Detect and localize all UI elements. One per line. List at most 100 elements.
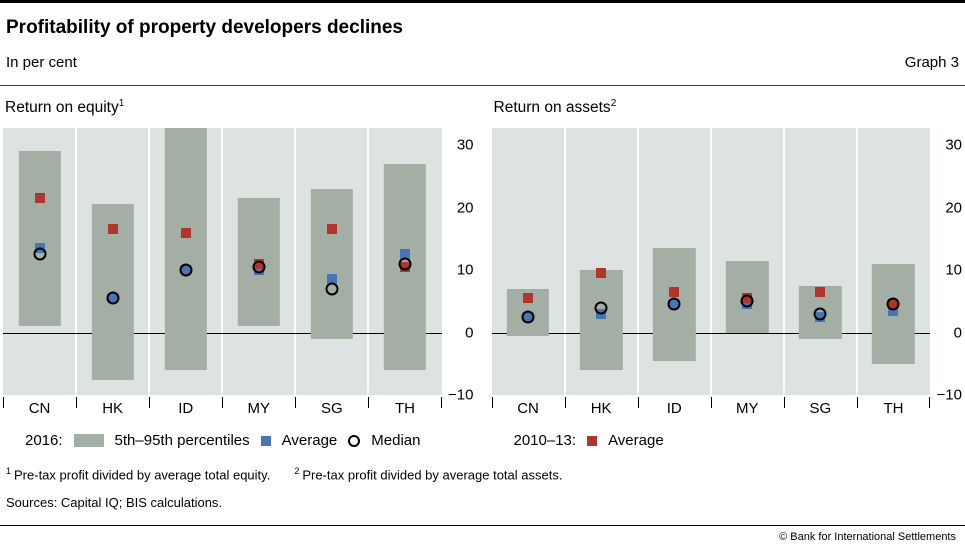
percentile-bar	[579, 270, 623, 371]
median-marker	[33, 247, 47, 261]
x-tick	[368, 397, 370, 409]
legend-2016-label: 2016:	[25, 432, 63, 450]
median-label: Median	[371, 432, 421, 450]
x-tick	[710, 397, 712, 409]
average-2010-13-marker	[107, 224, 118, 235]
x-tick	[149, 397, 151, 409]
x-tick	[440, 397, 442, 409]
footnote-1: 1 Pre-tax profit divided by average total…	[6, 466, 270, 482]
percentile-bar	[164, 128, 207, 371]
panel-title: Return on assets2	[493, 98, 617, 117]
average-2010-13-marker	[180, 227, 191, 238]
x-tick	[929, 397, 930, 409]
median-marker	[813, 307, 827, 321]
category-label: CN	[517, 400, 539, 418]
average-2010-13-label: Average	[608, 432, 664, 450]
x-axis: CN HK ID MY SG TH	[491, 395, 930, 419]
median-marker	[667, 297, 681, 311]
grid-separator	[709, 128, 712, 396]
median-marker	[179, 263, 193, 277]
footnote-2: 2 Pre-tax profit divided by average total…	[294, 466, 562, 482]
zero-line	[3, 332, 442, 334]
charts-row: Return on equity1 CN HK ID MY SG TH 30 20 10 0 −10 R…	[0, 98, 965, 419]
top-border	[0, 0, 965, 3]
plot-area	[3, 128, 442, 396]
average-2010-13-marker	[326, 224, 337, 235]
median-marker	[106, 291, 120, 305]
legend-2010-13-label: 2010–13:	[513, 432, 577, 450]
category-label: HK	[590, 400, 612, 418]
category-label: TH	[394, 400, 415, 418]
ytick-label: 30	[456, 136, 474, 154]
percentile-bar	[310, 188, 354, 339]
category-label: ID	[178, 400, 194, 418]
subtitle-row: In per cent Graph 3	[6, 54, 959, 71]
category-label: MY	[736, 400, 759, 418]
category-label: ID	[666, 400, 682, 418]
median-marker	[886, 297, 900, 311]
median-marker	[521, 310, 535, 324]
panel-body: CN HK ID MY SG TH 30 20 10 0 −10	[3, 128, 474, 419]
average-2016-label: Average	[281, 432, 338, 450]
x-axis: CN HK ID MY SG TH	[3, 395, 442, 419]
footnote-1-marker: 1	[6, 466, 12, 477]
page-title: Profitability of property developers dec…	[6, 17, 403, 38]
grid-separator	[75, 128, 78, 396]
chart-panel-return-on-equity: Return on equity1 CN HK ID MY SG TH 30 20 10 0 −10	[3, 98, 474, 419]
median-swatch	[348, 434, 361, 447]
footnotes: 1 Pre-tax profit divided by average total…	[6, 466, 959, 482]
grid-separator	[636, 128, 639, 396]
average-2010-13-swatch	[587, 435, 598, 446]
y-axis: 30 20 10 0 −10	[442, 128, 474, 404]
ytick-label: 0	[953, 324, 962, 342]
grid-separator	[148, 128, 151, 396]
average-2016-marker	[399, 249, 410, 260]
category-label: SG	[809, 400, 832, 418]
grid-separator	[294, 128, 297, 396]
ytick-label: 20	[945, 199, 962, 217]
median-marker	[398, 257, 412, 271]
median-marker	[252, 260, 266, 274]
category-label: SG	[321, 400, 343, 418]
percentile-bar	[18, 151, 61, 327]
ytick-label: 10	[456, 261, 474, 279]
legend: 2016: 5th–95th percentiles Average Media…	[0, 432, 965, 449]
average-2010-13-marker	[815, 286, 826, 297]
footnote-2-text: Pre-tax profit divided by average total …	[302, 467, 563, 483]
percentiles-label: 5th–95th percentiles	[114, 432, 250, 450]
average-2016-swatch	[260, 435, 271, 446]
x-tick	[222, 397, 224, 409]
footer-divider	[0, 525, 965, 527]
panel-body: CN HK ID MY SG TH 30 20 10 0 −10	[491, 128, 962, 419]
x-tick	[783, 397, 785, 409]
footnote-1-text: Pre-tax profit divided by average total …	[14, 467, 271, 483]
x-tick	[491, 397, 493, 409]
average-2010-13-marker	[523, 293, 534, 304]
average-2016-marker	[326, 274, 337, 285]
footnote-2-marker: 2	[294, 466, 300, 477]
chart-panel-return-on-assets: Return on assets2 CN HK ID MY SG TH 30 20 10 0 −10	[491, 98, 962, 419]
grid-separator	[221, 128, 224, 396]
ytick-label: −10	[936, 386, 962, 404]
x-tick	[295, 397, 297, 409]
legend-group-2010-13: 2010–13: Average	[492, 432, 963, 449]
panel-title: Return on equity1	[5, 98, 125, 117]
average-2010-13-marker	[596, 268, 607, 279]
median-marker	[325, 282, 339, 296]
zero-line	[491, 332, 930, 334]
category-label: HK	[102, 400, 124, 418]
x-tick	[856, 397, 858, 409]
x-tick	[564, 397, 566, 409]
plot-wrap: CN HK ID MY SG TH	[3, 128, 442, 419]
grid-separator	[855, 128, 858, 396]
grid-separator	[563, 128, 566, 396]
x-tick	[3, 397, 4, 409]
x-tick	[76, 397, 78, 409]
average-2010-13-marker	[669, 286, 680, 297]
x-tick	[637, 397, 639, 409]
ytick-label: 20	[456, 199, 474, 217]
category-label: CN	[28, 400, 51, 418]
sources-line: Sources: Capital IQ; BIS calculations.	[6, 495, 223, 511]
percentiles-swatch	[73, 434, 104, 448]
median-marker	[740, 294, 754, 308]
